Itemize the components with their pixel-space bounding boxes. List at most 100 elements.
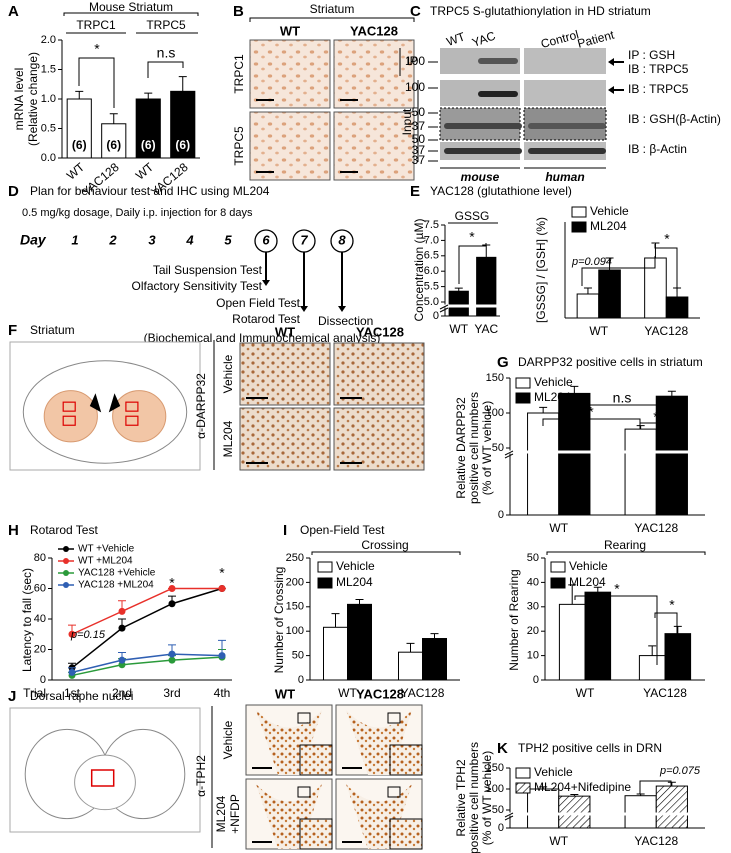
atlas-striatum: [112, 390, 167, 443]
y-tick-label: 200: [286, 576, 304, 588]
legend-swatch: [571, 221, 587, 233]
y-axis-label: Relative DARPP32: [454, 397, 468, 499]
day-number: 4: [185, 232, 194, 247]
annotation: p=0.094: [571, 256, 612, 268]
annotation: p=0.15: [70, 629, 106, 641]
y-tick-label: 7.5: [424, 219, 439, 231]
annotation: *: [469, 229, 475, 245]
point: [68, 668, 76, 676]
column-label: WT: [280, 23, 300, 38]
y-tick-label: 30: [527, 601, 539, 613]
y-tick-label: 0: [498, 509, 504, 521]
bar: [135, 98, 161, 159]
y-tick-label: 0: [498, 822, 504, 834]
stain-label: α-DARPP32: [194, 373, 208, 439]
bar: [576, 293, 600, 319]
break-mark: [439, 304, 449, 310]
y-tick-label: 50: [492, 804, 504, 816]
legend-label: Vehicle: [336, 559, 375, 573]
x-tick-label: YAC128: [644, 324, 688, 338]
y-tick-label: 250: [286, 552, 304, 564]
y-axis-label: mRNA level: [12, 68, 26, 131]
column-label: WT: [275, 324, 295, 339]
error-bar: [355, 598, 364, 605]
legend-label: ML204: [569, 575, 606, 589]
inset-box: [387, 786, 401, 798]
error-bar: [144, 92, 153, 99]
atlas-roi: [125, 415, 139, 426]
break-mark: [439, 307, 449, 313]
axis-break: [505, 812, 705, 816]
bar: [655, 785, 688, 829]
legend-label: Vehicle: [590, 204, 629, 218]
x-tick-label: WT: [576, 686, 595, 700]
axis-break: [440, 304, 500, 308]
legend-marker: [63, 546, 69, 552]
day-number: 6: [262, 232, 270, 247]
series-line: [71, 587, 223, 669]
y-tick-label: 50: [292, 650, 304, 662]
x-tick-label: 4th: [214, 686, 231, 700]
annotation: n.s: [613, 390, 632, 406]
legend-label: YAC128 +ML204: [78, 580, 154, 591]
x-tick-label: 2nd: [112, 686, 132, 700]
panel-title: TRPC5 S-glutathionylation in HD striatum: [430, 4, 651, 18]
panel-title: Plan for behaviour test and IHC using ML…: [30, 184, 270, 198]
test-label: Open Field Test: [216, 296, 300, 310]
micrograph: [239, 342, 331, 406]
atlas-roi: [62, 415, 76, 426]
atlas-roi: [90, 769, 115, 787]
panel-letter: H: [8, 522, 19, 539]
panel-letter: F: [8, 322, 17, 339]
annotation: *: [169, 575, 175, 591]
blot-band: [444, 123, 522, 129]
panel-title: Striatum: [30, 323, 75, 337]
error-bar: [539, 406, 548, 413]
significance-bracket: [639, 780, 672, 794]
group-bracket: [63, 12, 199, 16]
y-tick-label: 1.5: [41, 63, 56, 75]
y-tick-label: 50: [527, 552, 539, 564]
y-axis-label: positive cell numbers: [467, 742, 481, 853]
y-axis-label: (Relative change): [26, 52, 40, 146]
inset-box: [387, 712, 401, 724]
x-tick-label: YAC: [474, 322, 498, 336]
error-bar: [568, 584, 577, 605]
row-label: ML204: [214, 795, 228, 832]
legend-label: YAC128 +Vehicle: [78, 568, 156, 579]
annotation: *: [614, 581, 620, 597]
bar: [584, 591, 612, 681]
series-line: [71, 587, 222, 635]
atlas-roi: [62, 401, 76, 412]
bar: [558, 392, 591, 516]
error-bar: [109, 113, 118, 124]
bar: [448, 290, 469, 317]
bar: [66, 98, 92, 159]
bar-label: (6): [175, 138, 190, 152]
significance-bracket: [574, 595, 658, 665]
panel-letter: E: [410, 183, 420, 200]
point: [168, 650, 176, 658]
error-bar: [178, 76, 187, 92]
error-bar: [406, 642, 415, 653]
y-tick-label: 150: [286, 601, 304, 613]
title-bracket: [311, 551, 461, 555]
panel-letter: K: [497, 740, 508, 757]
day-number: 8: [338, 232, 346, 247]
bar: [624, 428, 657, 516]
x-axis-label: Trial: [23, 686, 46, 700]
y-tick-label: 100: [486, 783, 504, 795]
y-tick-label: 1.0: [41, 93, 56, 105]
y-tick-label: 100: [486, 407, 504, 419]
marker-label: 100: [405, 80, 425, 94]
error-bar: [636, 425, 645, 430]
y-axis-label: [GSSG] / [GSH] (%): [534, 217, 548, 323]
micrograph: [333, 111, 415, 181]
y-tick-label: 150: [486, 372, 504, 384]
bar: [664, 633, 692, 681]
micrograph: [249, 111, 331, 181]
lane-label: YAC: [470, 28, 497, 49]
lane-label: WT: [445, 29, 468, 49]
annotation: *: [664, 231, 670, 247]
arrow-head: [608, 86, 614, 94]
